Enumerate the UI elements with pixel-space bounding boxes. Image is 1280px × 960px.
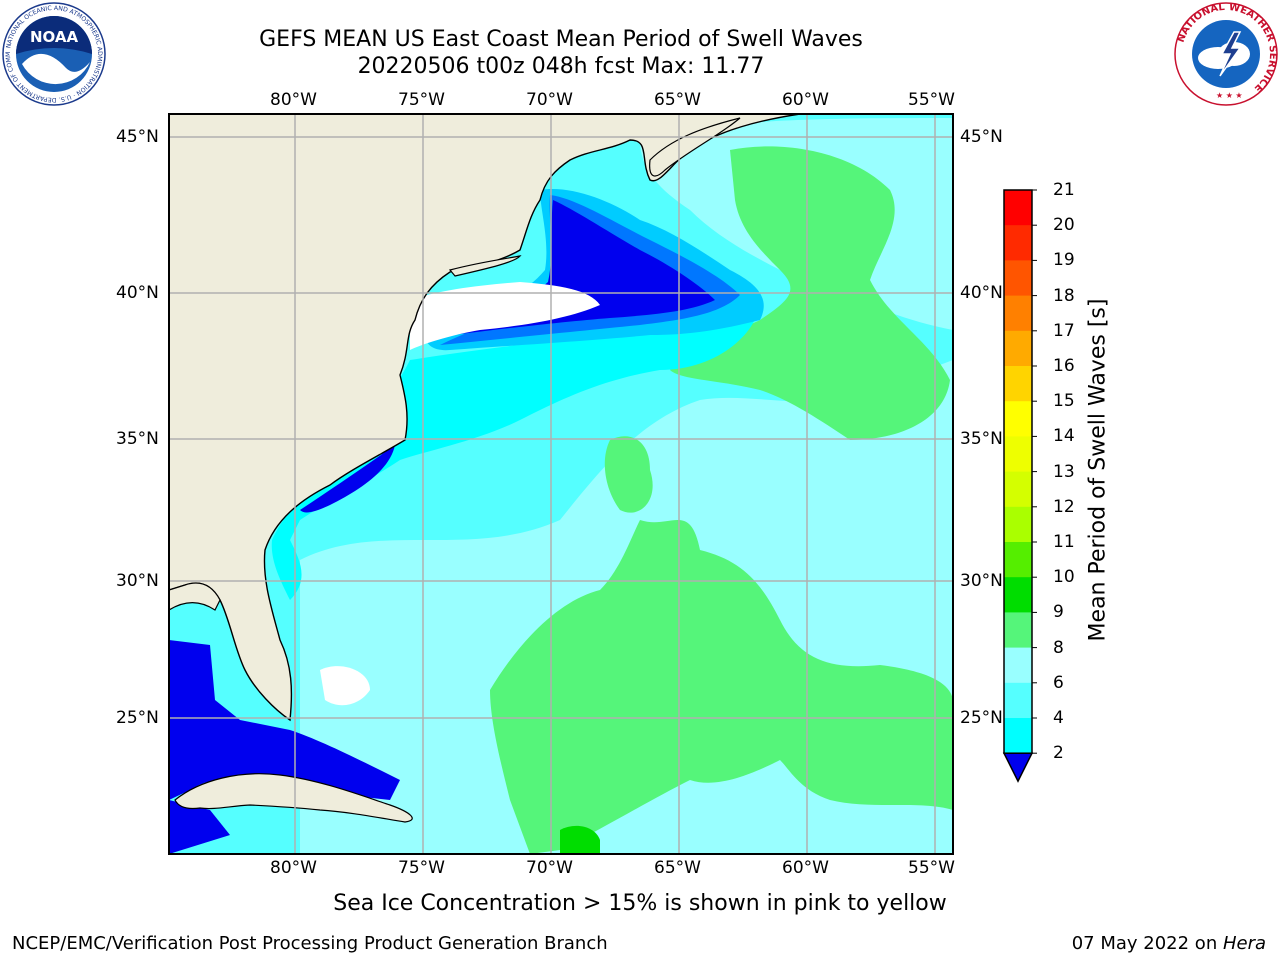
colorbar-segment [1004,718,1032,754]
lon-label-top-70w: 70°W [526,90,573,110]
colorbar-segment [1004,190,1032,226]
land-nova-scotia [649,117,741,177]
colorbar-segment [1004,436,1032,473]
colorbar-tick-label: 14 [1053,426,1075,447]
colorbar-segment [1004,506,1032,543]
colorbar-extend-arrow [1002,752,1034,783]
lon-label-top-55w: 55°W [908,90,955,110]
colorbar-segment [1004,612,1032,649]
svg-text:★ ★ ★: ★ ★ ★ [1216,91,1243,100]
colorbar-segment [1004,577,1032,613]
lon-label-bottom-60w: 60°W [782,858,829,878]
field-below-2s-cuba [169,800,230,854]
land-cuba [174,773,413,823]
colorbar-tick-label: 9 [1053,602,1064,623]
colorbar-tick-label: 4 [1053,708,1064,728]
land-long-island [448,255,522,277]
colorbar-tick-label: 20 [1053,215,1075,236]
colorbar-tick-label: 2 [1053,743,1064,764]
colorbar-tick-label: 21 [1053,180,1075,200]
colorbar-segment [1004,401,1032,437]
field-9-10s-south [490,520,953,854]
lat-label-right-35n: 35°N [960,429,1003,449]
colorbar-tick-label: 16 [1053,356,1075,376]
colorbar-tick-label: 12 [1053,496,1075,517]
colorbar-tick-label: 10 [1053,567,1075,588]
lat-label-left-30n: 30°N [116,571,159,591]
footer-date: 07 May 2022 on Hera [1072,933,1266,955]
map-title: GEFS MEAN US East Coast Mean Period of S… [259,27,863,52]
colorbar-segment [1004,225,1032,261]
no-data-mid-atlantic [410,282,600,350]
footer-date-text: 07 May 2022 on [1071,933,1223,954]
colorbar-tick-label: 6 [1053,672,1064,693]
lon-label-bottom-65w: 65°W [654,858,701,878]
land-north-america [169,114,801,722]
lat-label-left-45n: 45°N [116,127,159,147]
lon-label-bottom-70w: 70°W [526,858,573,878]
field-9-10s-mid [604,436,653,513]
colorbar-segment [1004,542,1032,578]
colorbar-tick-label: 19 [1053,250,1075,271]
lon-label-bottom-75w: 75°W [398,858,445,878]
lon-label-top-60w: 60°W [782,90,829,110]
land-gulf-coast [169,582,221,611]
lon-label-top-75w: 75°W [398,90,445,110]
lat-label-right-45n: 45°N [960,127,1003,147]
colorbar-tick-label: 17 [1053,320,1075,341]
lat-label-right-30n: 30°N [960,571,1003,591]
field-bahamas-white [320,666,370,706]
colorbar-tick-label: 18 [1053,285,1075,306]
colorbar-tick-label: 15 [1053,391,1075,412]
lon-label-top-65w: 65°W [654,90,701,110]
colorbar-segment [1004,366,1032,402]
lat-label-right-25n: 25°N [960,708,1003,728]
map-frame [168,113,954,855]
sea-ice-caption: Sea Ice Concentration > 15% is shown in … [333,891,947,916]
lat-label-right-40n: 40°N [960,283,1003,303]
field-10-11s [560,825,600,854]
colorbar-label: Mean Period of Swell Waves [s] [1085,298,1111,642]
national-weather-service-logo: NATIONAL WEATHER SERVICE ★ ★ ★ [1174,2,1278,110]
colorbar-tick-label: 13 [1053,461,1075,482]
lat-label-left-35n: 35°N [116,429,159,449]
lat-label-left-40n: 40°N [116,283,159,303]
colorbar-segment [1004,330,1032,367]
map-subtitle: 20220506 t00z 048h fcst Max: 11.77 [357,54,765,79]
lat-label-left-25n: 25°N [116,708,159,728]
footer-host: Hera [1222,933,1266,954]
colorbar-tick-label: 8 [1053,637,1064,658]
colorbar [1002,189,1037,783]
colorbar-tick-label: 11 [1053,532,1075,552]
lon-label-bottom-55w: 55°W [908,858,955,878]
lon-label-bottom-80w: 80°W [270,858,317,878]
field-below-2s-carolina [300,445,395,513]
colorbar-segment [1004,647,1032,684]
svg-text:NOAA: NOAA [30,28,79,46]
colorbar-segment [1004,260,1032,297]
colorbar-segment [1004,682,1032,719]
field-below-2s-gulf-of-maine [430,200,715,338]
map-graticule [169,114,953,854]
lon-label-top-80w: 80°W [270,90,317,110]
footer-branch: NCEP/EMC/Verification Post Processing Pr… [12,933,608,954]
field-below-2s-florida-straits [169,640,400,800]
noaa-logo: NATIONAL OCEANIC AND ATMOSPHERIC ADMINIS… [0,0,106,110]
colorbar-segment [1004,295,1032,332]
colorbar-segment [1004,471,1032,508]
